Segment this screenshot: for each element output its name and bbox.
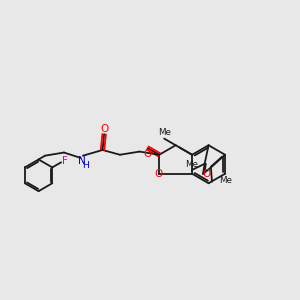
Text: N: N	[78, 156, 86, 166]
Text: F: F	[62, 156, 68, 166]
Text: Me: Me	[158, 128, 171, 137]
Text: O: O	[144, 149, 152, 159]
Text: H: H	[82, 161, 89, 170]
Text: O: O	[154, 169, 163, 179]
Text: Me: Me	[185, 160, 198, 169]
Text: O: O	[203, 169, 211, 179]
Text: O: O	[100, 124, 108, 134]
Text: Me: Me	[219, 176, 232, 184]
